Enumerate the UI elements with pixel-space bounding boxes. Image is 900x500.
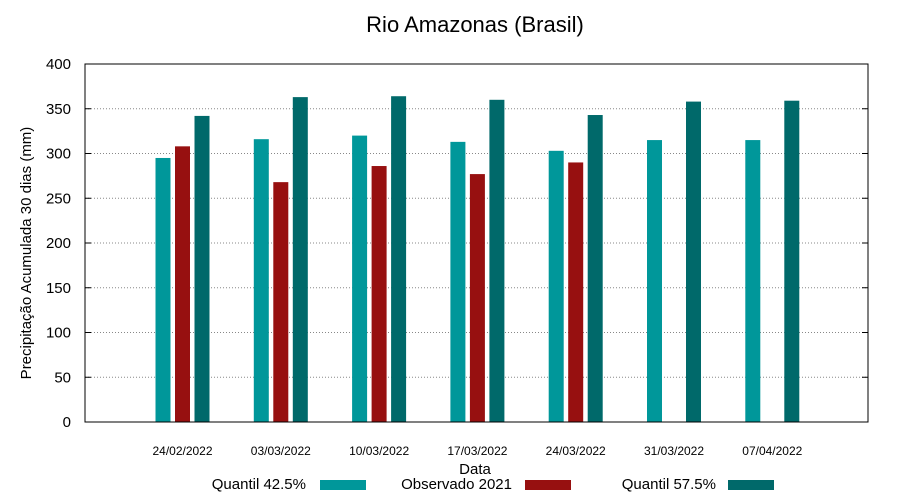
x-tick-label: 24/03/2022 xyxy=(546,444,606,458)
bar-observado-2021 xyxy=(469,174,485,422)
x-tick-layer: 24/02/2022 03/03/2022 10/03/2022 17/03/2022… xyxy=(152,444,802,458)
bar-quantil-42-5 xyxy=(548,150,564,422)
y-tick-label: 350 xyxy=(46,101,71,118)
x-tick-label: 31/03/2022 xyxy=(644,444,704,458)
bar-quantil-42-5 xyxy=(450,141,466,423)
legend-swatch xyxy=(525,480,571,490)
x-tick-label: 10/03/2022 xyxy=(349,444,409,458)
bar-quantil-57-5 xyxy=(391,96,407,422)
bar-quantil-42-5 xyxy=(352,135,368,422)
bar-observado-2021 xyxy=(175,146,190,422)
y-tick-layer: 0 50 100 150 200 250 300 350 400 xyxy=(46,56,868,431)
x-axis-label: Data xyxy=(459,461,491,478)
x-tick-label: 17/03/2022 xyxy=(447,444,507,458)
y-tick-label: 250 xyxy=(46,190,71,207)
bar-quantil-57-5 xyxy=(194,115,210,422)
chart-title: Rio Amazonas (Brasil) xyxy=(366,12,584,37)
y-tick-label: 50 xyxy=(54,369,71,386)
bar-observado-2021 xyxy=(371,166,387,422)
x-tick-label: 07/04/2022 xyxy=(742,444,802,458)
bar-observado-2021 xyxy=(568,162,584,422)
bar-quantil-57-5 xyxy=(489,99,505,423)
y-tick-label: 200 xyxy=(46,235,71,252)
y-tick-label: 300 xyxy=(46,146,71,163)
legend-label: Quantil 42.5% xyxy=(212,476,306,493)
x-tick-label: 03/03/2022 xyxy=(251,444,311,458)
bar-quantil-42-5 xyxy=(155,157,171,422)
y-tick-label: 400 xyxy=(46,56,71,73)
bar-observado-2021 xyxy=(273,182,289,422)
bar-quantil-57-5 xyxy=(292,97,308,423)
bar-quantil-42-5 xyxy=(647,140,662,422)
legend-swatch xyxy=(728,480,774,490)
bar-quantil-57-5 xyxy=(587,115,603,422)
y-tick-label: 100 xyxy=(46,325,71,342)
y-axis-label: Precipitação Acumulada 30 dias (mm) xyxy=(18,127,35,380)
legend-swatch xyxy=(320,480,366,490)
bar-layer xyxy=(155,96,800,423)
x-tick-label: 24/02/2022 xyxy=(152,444,212,458)
legend: Quantil 42.5% Observado 2021 Quantil 57.5% xyxy=(212,476,774,493)
bar-quantil-57-5 xyxy=(686,101,701,422)
y-tick-label: 0 xyxy=(63,414,71,431)
legend-label: Observado 2021 xyxy=(401,476,512,493)
y-tick-label: 150 xyxy=(46,280,71,297)
legend-label: Quantil 57.5% xyxy=(622,476,716,493)
bar-quantil-57-5 xyxy=(784,100,800,422)
bar-quantil-42-5 xyxy=(253,139,269,422)
bar-quantil-42-5 xyxy=(745,140,761,422)
